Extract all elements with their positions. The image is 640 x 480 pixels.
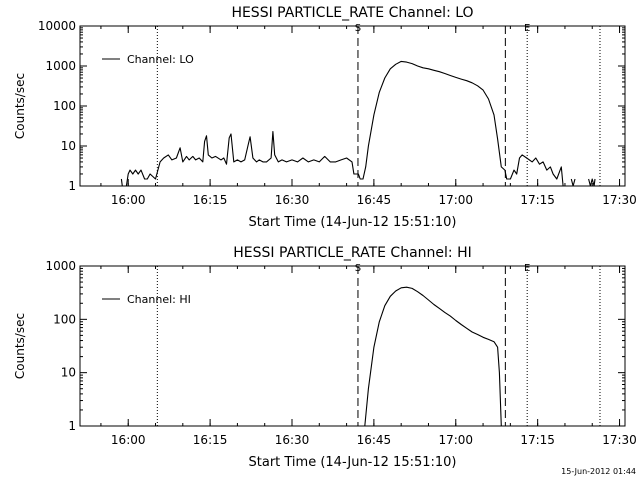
x-tick-label: 16:00: [111, 193, 146, 207]
y-tick-label: 100: [53, 99, 76, 113]
y-axis-label: Counts/sec: [13, 313, 27, 379]
y-tick-label: 1000: [45, 59, 76, 73]
x-tick-label: 17:30: [602, 433, 637, 447]
x-axis-label: Start Time (14-Jun-12 15:51:10): [249, 215, 457, 230]
x-tick-label: 16:00: [111, 433, 146, 447]
x-tick-label: 16:15: [193, 193, 228, 207]
legend-entry: Channel: HI: [127, 293, 191, 306]
plot-frame: [79, 265, 626, 427]
x-tick-label: 17:00: [438, 433, 473, 447]
y-tick-label: 10: [61, 139, 76, 153]
x-tick-label: 17:30: [602, 193, 637, 207]
panel-hi: HESSI PARTICLE_RATE Channel: HI Start Tim…: [13, 245, 637, 470]
legend-entry: Channel: LO: [127, 53, 194, 66]
marker-label: S: [355, 23, 361, 34]
x-axis-label: Start Time (14-Jun-12 15:51:10): [249, 455, 457, 470]
x-tick-label: 16:30: [275, 433, 310, 447]
x-tick-label: 16:45: [357, 193, 392, 207]
marker-label: S: [355, 263, 361, 274]
y-tick-label: 1: [68, 419, 76, 433]
y-tick-label: 10000: [38, 19, 76, 33]
y-tick-label: 10: [61, 366, 76, 380]
x-tick-label: 16:45: [357, 433, 392, 447]
footer-timestamp: 15-Jun-2012 01:44: [561, 467, 636, 476]
x-tick-label: 17:15: [520, 193, 555, 207]
y-tick-label: 1: [68, 179, 76, 193]
marker-label: E: [524, 263, 530, 274]
x-tick-label: 17:15: [520, 433, 555, 447]
y-axis-label: Counts/sec: [13, 73, 27, 139]
x-tick-label: 16:15: [193, 433, 228, 447]
x-tick-label: 16:30: [275, 193, 310, 207]
chart-title: HESSI PARTICLE_RATE Channel: HI: [233, 245, 471, 261]
y-tick-label: 100: [53, 312, 76, 326]
chart-title: HESSI PARTICLE_RATE Channel: LO: [231, 5, 473, 21]
panel-lo: HESSI PARTICLE_RATE Channel: LO Start Tim…: [13, 5, 637, 230]
x-tick-label: 17:00: [438, 193, 473, 207]
y-tick-label: 1000: [45, 259, 76, 273]
series-line: [120, 60, 596, 187]
marker-label: E: [524, 23, 530, 34]
series-line: [364, 286, 502, 427]
